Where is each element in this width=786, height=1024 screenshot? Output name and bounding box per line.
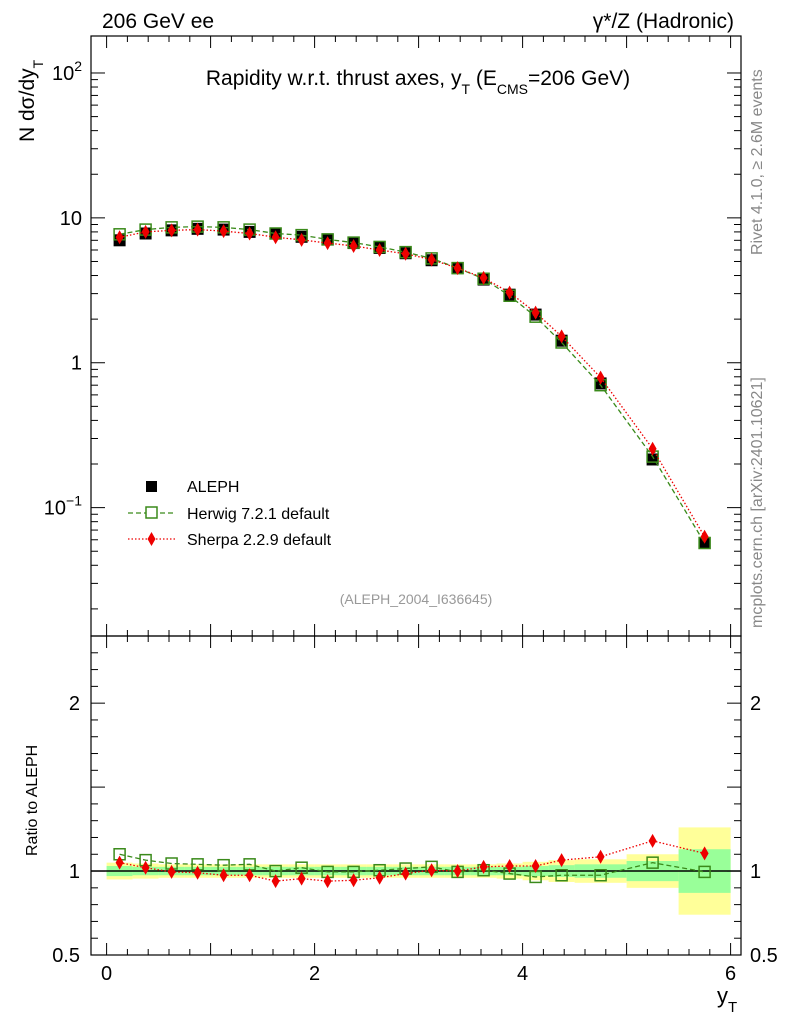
rivet-side-label: Rivet 4.1.0, ≥ 2.6M events bbox=[749, 69, 766, 255]
ratio-point-sherpa bbox=[427, 863, 436, 878]
header-left: 206 GeV ee bbox=[102, 10, 214, 33]
main-point-sherpa bbox=[375, 243, 384, 258]
ratio-point-herwig bbox=[594, 869, 607, 882]
x-tick-label: 0 bbox=[101, 963, 112, 985]
x-tick-label: 2 bbox=[309, 963, 320, 985]
ratio-point-herwig bbox=[698, 865, 711, 879]
ratio-point-sherpa bbox=[167, 864, 176, 879]
main-y-tick-label: 1 bbox=[71, 353, 82, 375]
ratio-point-sherpa bbox=[323, 874, 332, 889]
ratio-y-axis-label: Ratio to ALEPH bbox=[24, 745, 41, 856]
ratio-point-sherpa bbox=[479, 859, 488, 874]
ratio-point-sherpa bbox=[297, 871, 306, 886]
header-right: γ*/Z (Hadronic) bbox=[593, 10, 734, 33]
main-point-sherpa bbox=[245, 226, 254, 241]
main-point-sherpa bbox=[167, 223, 176, 238]
main-y-axis-label: N dσ/dyT bbox=[16, 59, 46, 142]
x-tick-label: 4 bbox=[517, 963, 528, 985]
ratio-point-sherpa bbox=[141, 860, 150, 875]
x-axis-label: yT bbox=[717, 983, 737, 1016]
ratio-line-sherpa bbox=[119, 840, 705, 882]
ratio-panel: Ratio to ALEPH 0 2 4 6 0.5 0.5 1 1 2 2 bbox=[24, 635, 778, 985]
ratio-point-sherpa bbox=[375, 870, 384, 885]
main-point-sherpa bbox=[115, 230, 124, 245]
ratio-line-herwig bbox=[119, 853, 705, 878]
main-y-tick-label: 102 bbox=[52, 58, 82, 85]
main-title: Rapidity w.r.t. thrust axes, yT (ECMS=20… bbox=[206, 67, 630, 97]
legend-label-herwig: Herwig 7.2.1 default bbox=[187, 506, 330, 523]
main-point-sherpa bbox=[219, 224, 228, 239]
main-y-tick-label: 10−1 bbox=[44, 493, 82, 520]
x-tick-label: 6 bbox=[725, 963, 736, 985]
ratio-plot-frame bbox=[90, 635, 742, 956]
main-point-sherpa bbox=[271, 230, 280, 245]
legend-label-aleph: ALEPH bbox=[187, 479, 239, 496]
main-point-sherpa bbox=[297, 232, 306, 247]
main-panel: Rapidity w.r.t. thrust axes, yT (ECMS=20… bbox=[16, 35, 742, 637]
ratio-y-tick-label: 2 bbox=[69, 693, 80, 715]
main-line-sherpa bbox=[119, 228, 706, 538]
main-point-sherpa bbox=[531, 305, 540, 320]
legend-marker-sherpa bbox=[147, 532, 156, 546]
ratio-point-sherpa bbox=[557, 853, 566, 868]
ratio-point-sherpa bbox=[453, 864, 462, 879]
main-y-tick-label: 10 bbox=[60, 208, 82, 230]
main-point-sherpa bbox=[323, 236, 332, 251]
ratio-point-sherpa bbox=[505, 859, 514, 874]
main-point-sherpa bbox=[427, 252, 436, 267]
main-point-sherpa bbox=[141, 224, 150, 239]
main-point-sherpa bbox=[193, 222, 202, 237]
ratio-point-herwig bbox=[646, 856, 659, 869]
analysis-watermark: (ALEPH_2004_I636645) bbox=[340, 591, 493, 607]
ratio-point-sherpa bbox=[596, 849, 605, 864]
ratio-point-sherpa bbox=[531, 859, 540, 874]
main-point-sherpa bbox=[479, 270, 488, 285]
ratio-point-sherpa bbox=[349, 873, 358, 888]
mcplots-side-label: mcplots.cern.ch [arXiv:2401.10621] bbox=[749, 377, 766, 628]
main-point-sherpa bbox=[557, 329, 566, 344]
main-point-sherpa bbox=[596, 370, 605, 385]
main-line-herwig bbox=[119, 225, 706, 544]
main-point-sherpa bbox=[453, 261, 462, 276]
ratio-y-tick-label-right: 0.5 bbox=[750, 945, 778, 967]
main-point-sherpa bbox=[401, 246, 410, 261]
legend-label-sherpa: Sherpa 2.2.9 default bbox=[187, 532, 332, 549]
ratio-point-sherpa bbox=[115, 855, 124, 870]
legend: ALEPH Herwig 7.2.1 default Sherpa 2.2.9 … bbox=[128, 479, 332, 549]
ratio-y-tick-label: 0.5 bbox=[52, 945, 80, 967]
ratio-y-tick-label: 1 bbox=[69, 861, 80, 883]
legend-marker-aleph bbox=[146, 481, 157, 492]
main-point-sherpa bbox=[700, 529, 709, 544]
ratio-point-sherpa bbox=[245, 868, 254, 883]
main-point-sherpa bbox=[648, 441, 657, 456]
main-point-sherpa bbox=[505, 285, 514, 300]
ratio-y-tick-label-right: 1 bbox=[750, 861, 761, 883]
legend-marker-herwig bbox=[145, 506, 158, 519]
ratio-point-sherpa bbox=[193, 865, 202, 880]
ratio-point-sherpa bbox=[401, 866, 410, 881]
main-point-sherpa bbox=[349, 238, 358, 253]
ratio-point-sherpa bbox=[700, 846, 709, 861]
ratio-point-sherpa bbox=[648, 833, 657, 848]
ratio-point-sherpa bbox=[271, 874, 280, 889]
ratio-point-herwig bbox=[555, 869, 568, 882]
ratio-point-sherpa bbox=[219, 868, 228, 883]
ratio-y-tick-label-right: 2 bbox=[750, 693, 761, 715]
